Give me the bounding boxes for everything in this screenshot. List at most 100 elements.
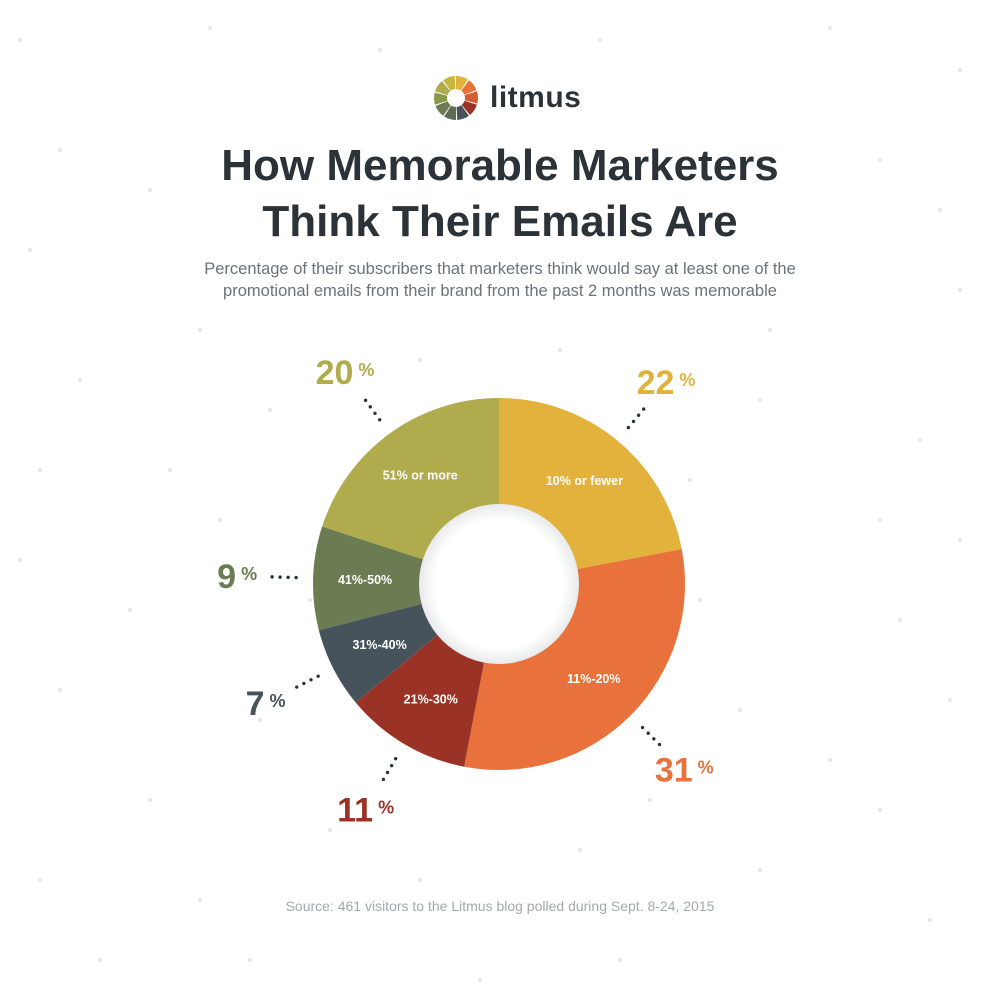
subtitle-line-1: Percentage of their subscribers that mar… xyxy=(204,260,796,278)
slice-value-label: 9% xyxy=(217,558,257,596)
slice-category-label: 41%-50% xyxy=(338,573,392,587)
background-dot xyxy=(328,828,332,832)
background-dot xyxy=(698,598,702,602)
background-dot xyxy=(758,868,762,872)
leader-dot xyxy=(389,763,394,768)
background-dot xyxy=(648,798,652,802)
leader-dot xyxy=(657,742,662,747)
leader-dot xyxy=(363,398,368,403)
leader-dot xyxy=(385,770,390,775)
background-dot xyxy=(918,438,922,442)
slice-category-label: 10% or fewer xyxy=(546,474,623,488)
donut-slice xyxy=(313,526,499,631)
background-dot xyxy=(18,558,22,562)
background-dot xyxy=(768,328,772,332)
background-dot xyxy=(198,328,202,332)
chart-subtitle: Percentage of their subscribers that mar… xyxy=(150,258,850,302)
background-dot xyxy=(828,758,832,762)
logo-wheel-segment xyxy=(461,100,477,115)
title-line-1: How Memorable Marketers xyxy=(221,141,779,190)
background-dot xyxy=(248,958,252,962)
logo-wheel-segment xyxy=(456,76,468,91)
background-dot xyxy=(878,808,882,812)
background-dot xyxy=(928,918,932,922)
logo-wheel-segment xyxy=(434,92,448,105)
leader-dot xyxy=(636,413,641,417)
donut-hole xyxy=(419,504,579,664)
title-line-2: Think Their Emails Are xyxy=(262,197,738,246)
background-dot xyxy=(58,688,62,692)
background-dot xyxy=(478,978,482,982)
leader-dot xyxy=(373,411,377,415)
background-dot xyxy=(38,468,42,472)
background-dot xyxy=(598,38,602,42)
leader-dot xyxy=(626,425,631,430)
leader-dot xyxy=(377,418,382,422)
background-dot xyxy=(578,848,582,852)
leader-dot xyxy=(646,731,650,735)
subtitle-line-2: promotional emails from their brand from… xyxy=(223,282,777,300)
background-dot xyxy=(218,518,222,522)
background-dot xyxy=(58,148,62,152)
background-dot xyxy=(958,538,962,542)
leader-dot xyxy=(270,575,274,579)
leader-dot xyxy=(295,685,299,689)
background-dot xyxy=(148,188,152,192)
leader-dot xyxy=(302,681,306,686)
logo-wheel-segment xyxy=(456,105,469,120)
litmus-logo: litmus xyxy=(432,74,581,122)
leader-dot xyxy=(294,575,298,580)
page-title: How Memorable Marketers Think Their Emai… xyxy=(0,138,1000,250)
background-dot xyxy=(418,358,422,362)
leader-dot xyxy=(278,575,282,579)
logo-wheel-segment xyxy=(464,91,478,104)
litmus-logo-icon xyxy=(434,76,478,120)
background-dot xyxy=(738,708,742,712)
background-dot xyxy=(958,288,962,292)
background-dot xyxy=(28,248,32,252)
leader-dot xyxy=(381,777,386,782)
background-dot xyxy=(308,598,312,602)
background-dot xyxy=(148,798,152,802)
background-dot xyxy=(878,158,882,162)
background-dot xyxy=(898,618,902,622)
slice-value-label: 22% xyxy=(637,364,696,402)
source-note: Source: 461 visitors to the Litmus blog … xyxy=(285,898,715,914)
leader-dot xyxy=(393,757,398,761)
background-dot xyxy=(558,348,562,352)
leader-dot xyxy=(368,405,372,409)
slice-value-label: 11% xyxy=(337,792,394,830)
slice-category-label: 31%-40% xyxy=(353,638,407,652)
background-dot xyxy=(418,878,422,882)
background-dot xyxy=(378,48,382,52)
background-dot xyxy=(938,208,942,212)
logo-wheel-segment xyxy=(435,101,451,116)
slice-value-label: 7% xyxy=(246,685,286,723)
background-dot xyxy=(98,958,102,962)
background-dot xyxy=(688,478,692,482)
leader-dot xyxy=(309,678,313,682)
leader-dot xyxy=(652,737,656,741)
background-dot xyxy=(948,698,952,702)
background-dot xyxy=(18,38,22,42)
slice-value-label: 31% xyxy=(655,751,714,789)
leader-dot xyxy=(641,407,646,411)
background-dot xyxy=(78,378,82,382)
background-dot xyxy=(128,608,132,612)
leader-dot xyxy=(286,575,290,580)
background-dot xyxy=(268,408,272,412)
slice-category-label: 21%-30% xyxy=(404,692,458,706)
brand-name: litmus xyxy=(490,81,582,114)
background-dot xyxy=(38,878,42,882)
background-dot xyxy=(958,68,962,72)
background-dot xyxy=(168,468,172,472)
leader-dot xyxy=(316,674,320,678)
logo-wheel-segment xyxy=(461,80,477,95)
background-dot xyxy=(828,26,832,30)
logo-wheel-segment xyxy=(435,81,451,96)
leader-dot xyxy=(640,725,645,730)
leader-dot xyxy=(631,419,636,424)
logo-wheel-segment xyxy=(443,76,456,91)
